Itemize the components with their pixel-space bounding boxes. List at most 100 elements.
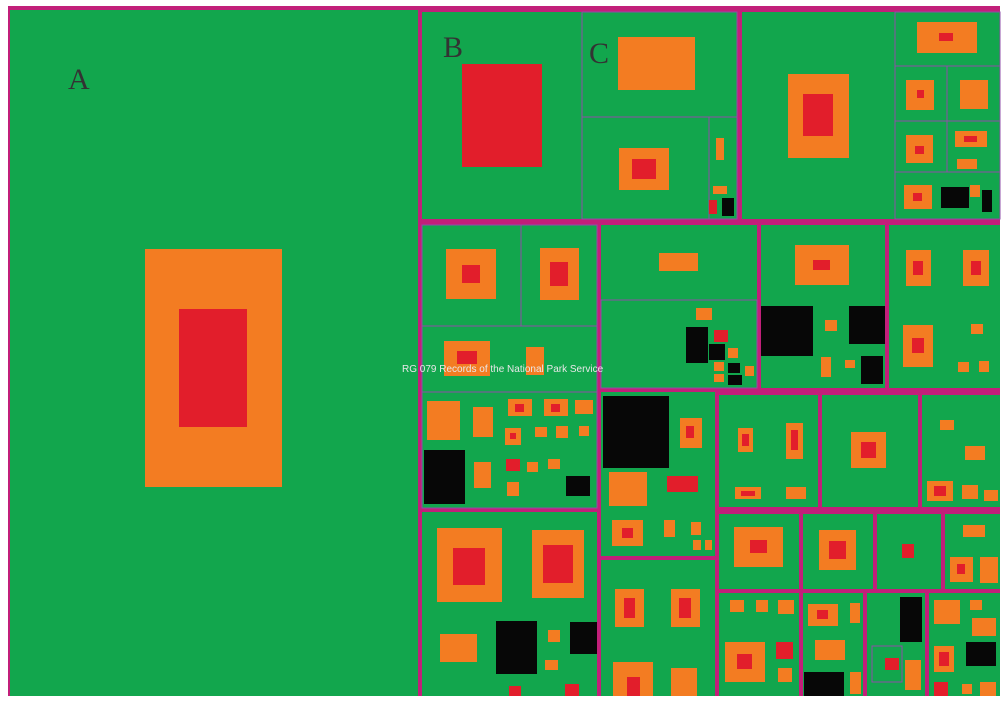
block-c-strip-o2[interactable] (713, 186, 727, 194)
block-br-c8-r5[interactable] (934, 682, 948, 696)
block-br-c1-r[interactable] (750, 540, 767, 553)
block-ml-c1-r[interactable] (462, 265, 480, 283)
block-c-strip-r[interactable] (709, 200, 717, 214)
block-bl-r5[interactable] (509, 686, 521, 696)
block-bc-r2[interactable] (679, 598, 691, 618)
block-br-c5-o6[interactable] (778, 668, 792, 682)
block-ml-c4-o1[interactable] (427, 401, 460, 440)
block-mid-right-1[interactable] (761, 225, 885, 388)
block-br-c4-r2[interactable] (957, 564, 965, 574)
block-lr-c2-r[interactable] (861, 442, 876, 458)
block-lc-o7[interactable] (705, 540, 712, 550)
block-tr-c6-r[interactable] (913, 193, 922, 201)
block-mr2-o5[interactable] (958, 362, 969, 372)
block-c-strip-orange[interactable] (716, 138, 724, 160)
block-tr-c5-r[interactable] (964, 136, 977, 142)
block-br-c4-o1[interactable] (963, 525, 985, 537)
block-mr2-o4[interactable] (971, 324, 983, 334)
block-br-c8-o2[interactable] (970, 600, 982, 610)
block-bl-black[interactable] (496, 621, 537, 674)
block-lr-c3-o2[interactable] (965, 446, 985, 460)
block-tr-c6-black[interactable] (941, 187, 969, 208)
block-ml-c4-r6[interactable] (510, 433, 516, 439)
block-lc-o6[interactable] (693, 540, 701, 550)
block-ml-c4-o10[interactable] (474, 462, 491, 488)
block-mc-sub[interactable] (600, 299, 758, 389)
block-ml-c4-o11[interactable] (507, 482, 519, 496)
block-tr-c2-r[interactable] (917, 90, 924, 98)
block-br-c8-o1[interactable] (934, 600, 960, 624)
block-ml-c4-black[interactable] (424, 450, 465, 504)
block-mr1-black[interactable] (761, 306, 813, 356)
block-lc-o2[interactable] (609, 472, 647, 506)
block-lr-c1-o4[interactable] (786, 487, 806, 499)
block-br-c7-o[interactable] (905, 660, 921, 690)
block-b-red[interactable] (462, 64, 542, 167)
block-tr-c1-r[interactable] (939, 33, 953, 41)
block-top-right[interactable] (742, 11, 1001, 220)
block-lower-center[interactable] (601, 392, 715, 556)
block-bl-o3[interactable] (440, 634, 477, 662)
block-ml-c4-black2[interactable] (566, 476, 590, 496)
block-mid-right-2[interactable] (889, 225, 1000, 388)
block-c-orange[interactable] (618, 37, 695, 90)
block-br-c6-o2[interactable] (850, 603, 860, 623)
block-br-c8-r4[interactable] (939, 652, 949, 666)
block-c[interactable] (581, 11, 738, 220)
block-tr-c4-r[interactable] (915, 146, 924, 154)
block-mr1-o3[interactable] (821, 357, 831, 377)
block-br-c7-black[interactable] (900, 597, 922, 642)
block-tr-c5-o2[interactable] (957, 159, 977, 169)
block-br-c5-r4[interactable] (737, 654, 752, 669)
block-lc-black[interactable] (603, 396, 669, 468)
block-ml-c4-o8[interactable] (556, 426, 568, 438)
block-mc-black2[interactable] (709, 344, 725, 360)
block-lc-o4[interactable] (664, 520, 675, 537)
block-br-c8-o6[interactable] (980, 682, 996, 696)
block-mc-black1[interactable] (686, 327, 708, 363)
block-tr-c6-o2[interactable] (970, 185, 980, 197)
block-ml-c4-o2[interactable] (473, 407, 493, 437)
block-tr-c6-black2[interactable] (982, 190, 992, 212)
block-mc-o1[interactable] (659, 253, 698, 271)
block-mr1-black3[interactable] (861, 356, 883, 384)
block-br-c2-r[interactable] (829, 541, 846, 559)
block-br-c8-o3[interactable] (972, 618, 996, 636)
block-mc-o3[interactable] (728, 348, 738, 358)
block-lc-r1[interactable] (686, 426, 694, 438)
block-mc-black4[interactable] (728, 375, 742, 385)
block-a-red[interactable] (179, 309, 247, 427)
block-ml-c3-o2[interactable] (526, 347, 544, 375)
block-mc-r1[interactable] (714, 330, 728, 342)
block-ml-c4-o9[interactable] (579, 426, 589, 436)
block-bl-r1[interactable] (453, 548, 485, 585)
block-lr-c3-o1[interactable] (940, 420, 954, 430)
block-tr-red[interactable] (803, 94, 833, 136)
block-bc-r3[interactable] (627, 677, 640, 696)
block-mr2-r1[interactable] (913, 261, 923, 275)
block-lower-right[interactable] (719, 395, 1000, 507)
block-lc-r3[interactable] (622, 528, 633, 538)
block-ml-c4-r4[interactable] (551, 404, 560, 412)
block-bc-r1[interactable] (624, 598, 635, 618)
block-mc-o6[interactable] (714, 374, 724, 382)
block-br-c4-o3[interactable] (980, 557, 998, 583)
block-lr-c1-r1[interactable] (742, 434, 749, 446)
block-mr2-r2[interactable] (971, 261, 981, 275)
block-lr-c1-r2[interactable] (791, 430, 798, 450)
block-ml-c2-r[interactable] (550, 262, 568, 286)
block-mc-o5[interactable] (745, 366, 754, 376)
block-br-c5-r5[interactable] (776, 642, 793, 659)
block-bl-r6[interactable] (565, 684, 579, 696)
block-bl-black2[interactable] (570, 622, 597, 654)
block-br-c5-o2[interactable] (756, 600, 768, 612)
block-bottom-right[interactable] (719, 514, 1000, 696)
block-bl-o5[interactable] (545, 660, 558, 670)
block-mr1-o2[interactable] (825, 320, 837, 331)
block-c-sub-red[interactable] (632, 159, 656, 179)
block-br-c3-r[interactable] (902, 544, 914, 558)
block-br-c6-r1[interactable] (817, 610, 828, 619)
block-a[interactable] (10, 10, 418, 696)
block-lr-c3-o5[interactable] (984, 490, 998, 501)
block-mid-left[interactable] (421, 224, 598, 509)
